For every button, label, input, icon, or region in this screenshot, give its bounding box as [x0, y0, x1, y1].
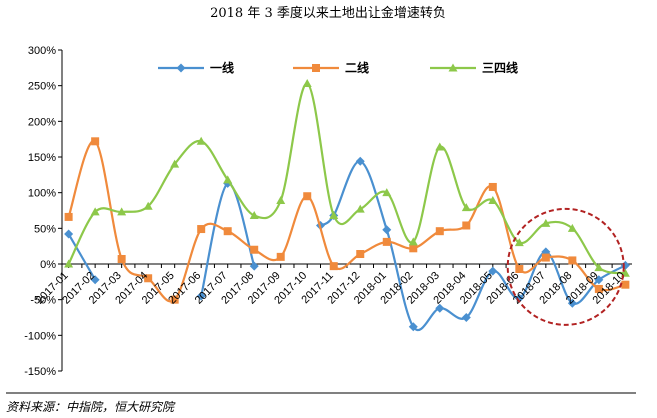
legend: 一线 二线 三四线 [158, 60, 518, 75]
data-point [170, 159, 180, 168]
data-point [355, 156, 365, 166]
chart-title: 2018 年 3 季度以来土地出让金增速转负 [210, 5, 446, 21]
data-point [568, 256, 577, 265]
data-point [488, 196, 498, 205]
y-tick-label: 200% [28, 116, 56, 128]
series-layer [64, 79, 630, 332]
data-point [329, 262, 338, 271]
data-point [302, 79, 312, 88]
data-point [117, 207, 127, 216]
data-point [461, 203, 471, 212]
data-point [223, 227, 232, 236]
legend-label: 二线 [345, 60, 369, 75]
data-point [91, 137, 100, 146]
data-point [435, 142, 445, 151]
data-point [382, 188, 392, 197]
y-tick-label: 150% [28, 152, 56, 164]
y-tick-label: 250% [28, 81, 56, 93]
data-point [64, 259, 74, 268]
series-line [319, 160, 626, 331]
data-point [461, 313, 471, 322]
legend-item: 二线 [293, 60, 369, 75]
legend-label: 一线 [210, 60, 234, 75]
axes [61, 50, 632, 371]
data-point [408, 237, 418, 246]
data-point [408, 322, 418, 332]
data-point [196, 291, 206, 301]
data-point [567, 298, 577, 308]
annotation-layer [506, 207, 625, 326]
series-2 [64, 137, 630, 304]
data-point [409, 244, 418, 253]
data-point [144, 274, 153, 283]
data-point [249, 261, 259, 271]
data-point [276, 196, 286, 205]
y-axis-ticks: 300% 250% 200% 150% 100% 50% 0% -50% -100% -150% [24, 45, 62, 378]
data-point [594, 275, 604, 285]
data-point [196, 136, 206, 145]
data-point [90, 275, 100, 285]
data-point [143, 201, 153, 210]
series-line [67, 82, 626, 275]
data-point [541, 218, 551, 227]
data-point [594, 284, 603, 293]
legend-label: 三四线 [482, 60, 518, 75]
data-point [64, 229, 74, 239]
data-point [488, 182, 497, 191]
y-tick-label: 300% [28, 45, 56, 57]
y-tick-label: -150% [24, 366, 56, 378]
data-point [514, 293, 524, 303]
data-point [276, 252, 285, 261]
data-point [435, 303, 445, 313]
legend-item: 三四线 [430, 60, 518, 75]
data-point [303, 192, 312, 201]
data-point [621, 280, 630, 289]
data-point [355, 204, 365, 213]
data-point [382, 225, 392, 235]
data-point [567, 223, 577, 232]
legend-item: 一线 [158, 60, 234, 75]
y-tick-label: 0% [40, 259, 56, 271]
data-point [462, 221, 471, 230]
data-point [329, 210, 339, 219]
x-axis-ticks: 2017-012017-022017-032017-042017-052017-… [34, 270, 628, 307]
highlight-circle [506, 207, 625, 326]
data-point [250, 245, 259, 254]
source-note: 资料来源：中指院，恒大研究院 [6, 400, 176, 414]
data-point [249, 210, 259, 219]
data-point [356, 250, 365, 259]
data-point [514, 238, 524, 247]
y-tick-label: 100% [28, 188, 56, 200]
y-tick-label: -50% [30, 295, 56, 307]
data-point [117, 255, 126, 264]
data-point [515, 264, 524, 273]
data-point [197, 225, 206, 234]
data-point [620, 260, 630, 270]
series-1 [64, 156, 630, 332]
data-point [64, 212, 73, 221]
legend-marker [176, 63, 186, 73]
data-point [435, 227, 444, 236]
legend-marker [312, 64, 320, 72]
data-point [382, 237, 391, 246]
data-point [90, 207, 100, 216]
data-point [541, 253, 550, 262]
y-tick-label: -100% [24, 330, 56, 342]
y-tick-label: 50% [34, 223, 56, 235]
data-point [223, 175, 233, 184]
legend-marker [448, 63, 458, 72]
data-point [488, 266, 498, 276]
series-3 [64, 79, 630, 277]
data-point [594, 263, 604, 272]
data-point [170, 295, 179, 304]
